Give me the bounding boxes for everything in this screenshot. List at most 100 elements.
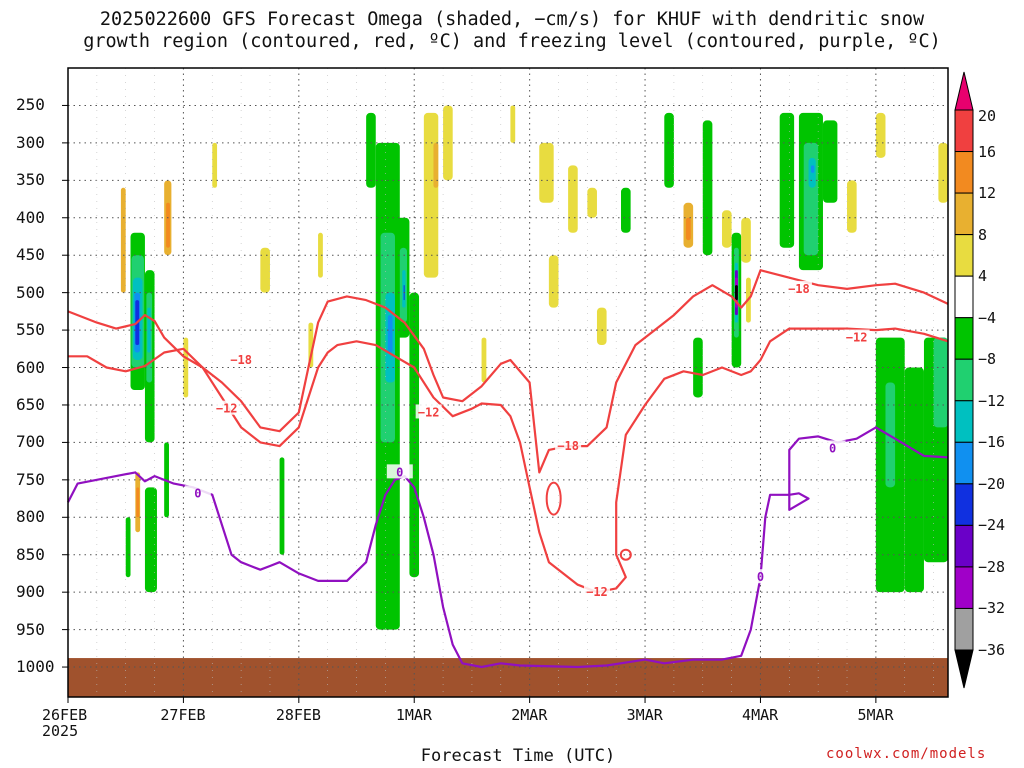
omega-region-38 [548, 255, 559, 308]
y-tick-label-500: 500 [16, 282, 45, 302]
contour-label-bg [213, 400, 240, 415]
contour-label-3: −18 [557, 439, 579, 453]
contour-label-7: 0 [194, 486, 201, 500]
omega-region-46 [693, 337, 703, 398]
omega-region-60 [808, 157, 816, 188]
omega-region-54 [734, 285, 738, 301]
colorbar-label-4: 4 [978, 267, 988, 286]
colorbar-box-11 [954, 566, 974, 609]
colorbar-label-12: −32 [978, 599, 1006, 618]
site-credit: coolwx.com/models [826, 746, 987, 762]
omega-region-40 [587, 187, 597, 218]
contour-closed-loop-small [619, 548, 632, 561]
omega-region-7 [147, 307, 151, 353]
contour-line-1 [68, 327, 949, 594]
x-tick-label-1MAR: 1MAR [395, 706, 432, 724]
omega-region-14 [144, 487, 157, 593]
y-tick-label-800: 800 [16, 507, 45, 527]
omega-region-20 [308, 322, 314, 368]
colorbar-box-7 [954, 400, 974, 443]
colorbar-label-8: −16 [978, 433, 1006, 452]
omega-region-17 [212, 142, 218, 188]
x-tick-label-4MAR: 4MAR [742, 706, 779, 724]
contour-label-bg [583, 584, 610, 599]
omega-region-22 [366, 112, 376, 188]
colorbar-label-7: −12 [978, 391, 1006, 410]
omega-region-12 [136, 487, 140, 518]
x-tick-label-26FEB: 26FEB [42, 706, 88, 724]
omega-region-41 [596, 307, 607, 346]
x-tick-label-28FEB: 28FEB [275, 706, 321, 724]
y-tick-label-950: 950 [16, 619, 45, 639]
omega-region-43 [664, 112, 674, 188]
x-tick-label-27FEB: 27FEB [160, 706, 206, 724]
contour-label-4: −12 [586, 585, 608, 599]
y-tick-label-250: 250 [16, 95, 45, 115]
omega-region-45 [685, 217, 691, 241]
contour-label-bg [386, 464, 413, 479]
colorbar-box-10 [954, 524, 974, 568]
contour-label-bg [228, 352, 255, 367]
contour-closed-loop [545, 481, 562, 516]
contour-label-bg [819, 440, 846, 455]
x-tick-label-5MAR: 5MAR [857, 706, 894, 724]
colorbar-label-9: −20 [978, 474, 1006, 493]
y-tick-label-1000: 1000 [16, 657, 55, 677]
y-tick-label-300: 300 [16, 132, 45, 152]
colorbar-label-13: −36 [978, 641, 1006, 659]
colorbar-box-5 [954, 317, 974, 360]
contour-label-9: 0 [757, 570, 764, 584]
omega-region-70 [938, 142, 948, 203]
omega-region-35 [481, 337, 487, 383]
contour-line-2 [67, 426, 949, 669]
contour-label-bg [785, 280, 812, 295]
y-tick-label-650: 650 [16, 394, 45, 414]
colorbar-label-2: 12 [978, 184, 997, 203]
omega-region-37 [539, 142, 554, 203]
omega-region-26 [387, 315, 393, 353]
omega-region-67 [904, 367, 924, 593]
chart-title-line-2: growth region (contoured, red, ºC) and f… [83, 31, 941, 52]
contour-label-6: −12 [846, 331, 868, 345]
colorbar-bottom-arrow [954, 649, 974, 689]
omega-region-56 [741, 217, 751, 263]
omega-region-33 [433, 142, 439, 188]
y-tick-label-900: 900 [16, 582, 45, 602]
colorbar-box-2 [954, 192, 974, 236]
plot-frame [67, 67, 949, 698]
omega-region-61 [810, 165, 815, 173]
omega-region-10 [166, 202, 170, 248]
omega-region-13 [125, 517, 131, 578]
omega-region-64 [875, 112, 886, 158]
colorbar-label-5: −4 [978, 308, 997, 327]
x-tick-sublabel-year: 2025 [42, 722, 79, 740]
colorbar-box-12 [954, 607, 974, 651]
contour-label-bg [747, 569, 774, 584]
y-tick-label-750: 750 [16, 469, 45, 489]
contour-line-0 [67, 269, 949, 474]
y-tick-label-700: 700 [16, 432, 45, 452]
colorbar-label-1: 16 [978, 142, 997, 161]
contour-label-1: −12 [216, 402, 238, 416]
y-tick-label-450: 450 [16, 245, 45, 265]
contour-label-bg [843, 329, 870, 344]
contour-label-2: −12 [418, 405, 440, 419]
y-tick-label-600: 600 [16, 357, 45, 377]
colorbar-label-3: 8 [978, 225, 988, 244]
omega-region-63 [847, 180, 857, 233]
colorbar-label-11: −28 [978, 557, 1006, 576]
omega-region-47 [702, 120, 713, 256]
omega-region-39 [568, 165, 578, 233]
colorbar-label-0: 20 [978, 107, 997, 125]
omega-region-69 [933, 337, 948, 428]
omega-region-48 [721, 210, 732, 248]
colorbar-label-10: −24 [978, 516, 1006, 535]
colorbar-box-8 [954, 441, 974, 485]
contour-label-5: −18 [788, 282, 810, 296]
y-tick-label-400: 400 [16, 207, 45, 227]
y-tick-label-350: 350 [16, 170, 45, 190]
contour-label-bg [415, 404, 442, 419]
contour-label-bg [184, 485, 211, 500]
colorbar-box-0 [954, 109, 974, 153]
